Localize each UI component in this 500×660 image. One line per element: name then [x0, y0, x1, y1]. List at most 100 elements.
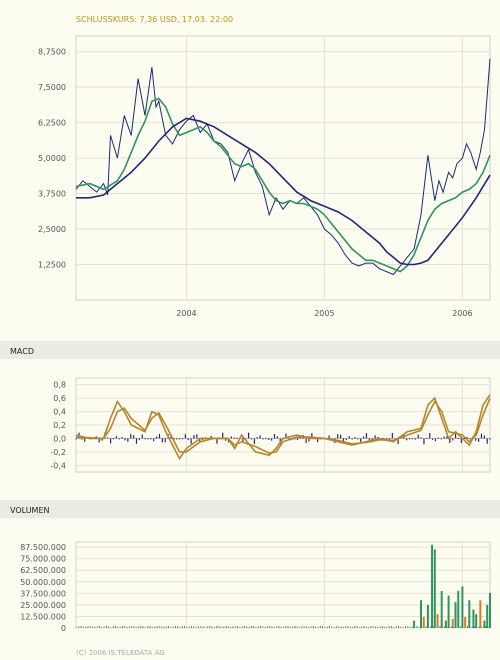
macd-histogram-bar	[147, 438, 149, 440]
volume-bar	[361, 626, 363, 628]
volume-bar	[400, 626, 402, 628]
volume-bar	[422, 616, 425, 628]
volume-bar	[294, 625, 296, 628]
macd-histogram-bar	[434, 438, 437, 442]
y-tick-label: 25.000.000	[20, 601, 66, 610]
volume-bar	[317, 626, 319, 628]
volume-bar	[211, 626, 213, 628]
volume-bar	[207, 626, 209, 628]
volume-bar	[426, 604, 429, 628]
volume-bar	[243, 625, 245, 628]
volume-bar	[214, 626, 215, 628]
volume-bar	[227, 626, 229, 628]
macd-histogram-bar	[84, 438, 86, 442]
volume-bar	[283, 626, 284, 628]
volume-bar	[467, 625, 468, 628]
macd-histogram-bar	[164, 438, 166, 443]
macd-histogram-bar	[273, 434, 276, 439]
volume-bar	[388, 625, 390, 628]
volume-bar	[138, 626, 140, 628]
macd-histogram-bar	[455, 432, 457, 439]
volume-bar	[375, 626, 376, 628]
volume-bar	[154, 626, 156, 628]
macd-histogram-bar	[130, 434, 132, 439]
volume-bar	[94, 626, 96, 628]
volume-bar	[191, 625, 192, 628]
macd-histogram-bar	[351, 438, 353, 440]
macd-histogram-bar	[305, 438, 307, 443]
volume-bar	[395, 626, 397, 628]
volume-bar	[108, 626, 110, 628]
volume-bar	[461, 586, 464, 628]
volume-bar	[241, 626, 243, 628]
y-tick-label: 7,5000	[38, 83, 66, 92]
volume-bar	[103, 626, 105, 628]
volume-bar	[418, 626, 420, 628]
volume-bar	[430, 626, 432, 628]
volume-bar	[262, 626, 264, 628]
macd-histogram-bar	[460, 438, 462, 444]
macd-header-band	[0, 341, 500, 359]
macd-histogram-bar	[138, 438, 140, 440]
macd-histogram-bar	[265, 438, 267, 440]
macd-histogram-bar	[397, 438, 399, 445]
volume-bar	[158, 626, 160, 628]
volume-bar	[365, 626, 367, 628]
macd-histogram-bar	[115, 436, 117, 439]
volume-bar	[237, 626, 238, 628]
volume-bar	[393, 627, 395, 628]
macd-histogram-bar	[170, 436, 172, 439]
volume-bar	[253, 626, 255, 628]
volume-bar	[234, 625, 236, 628]
volume-bar	[478, 626, 480, 628]
macd-histogram-bar	[262, 438, 264, 440]
volume-bar	[230, 627, 232, 628]
volume-bar	[420, 600, 422, 628]
macd-histogram-bar	[230, 436, 232, 439]
macd-histogram-bar	[423, 438, 425, 445]
volume-bar	[402, 627, 404, 628]
volume-bar	[101, 627, 103, 628]
volume-bar	[181, 626, 183, 628]
volume-bar	[269, 625, 271, 628]
volume-bar	[431, 544, 434, 628]
macd-histogram-bar	[417, 434, 419, 439]
volume-bar	[363, 625, 365, 628]
macd-histogram-bar	[190, 438, 192, 444]
macd-histogram-bar	[348, 436, 350, 439]
volume-bar	[372, 625, 374, 628]
volume-bar	[76, 627, 77, 628]
macd-histogram-bar	[463, 437, 465, 439]
macd-histogram-bar	[363, 436, 365, 439]
y-tick-label: 0,8	[53, 381, 66, 390]
macd-histogram-bar	[187, 438, 189, 441]
macd-histogram-bar	[478, 438, 480, 442]
volume-bar	[197, 626, 199, 628]
macd-histogram-bar	[409, 438, 411, 440]
volume-bar	[184, 625, 186, 628]
volume-bar	[444, 626, 445, 628]
volume-bar	[156, 626, 158, 628]
volume-bar	[87, 626, 89, 628]
volume-bar	[439, 626, 441, 628]
volume-bar	[89, 625, 91, 628]
macd-histogram-bar	[357, 438, 359, 440]
x-tick-label: 2006	[452, 309, 472, 318]
macd-histogram-bar	[127, 438, 129, 442]
volume-bar	[248, 626, 250, 628]
volume-bar	[342, 626, 344, 628]
macd-histogram-bar	[156, 436, 158, 439]
macd-histogram-bar	[466, 436, 468, 439]
volume-header-band	[0, 500, 500, 518]
volume-bar	[188, 626, 190, 628]
volume-bar	[398, 625, 399, 628]
volume-bar	[161, 626, 163, 628]
volume-bar	[112, 626, 114, 628]
volume-bar	[149, 625, 151, 628]
macd-histogram-bar	[233, 437, 235, 439]
volume-bar	[379, 626, 381, 628]
volume-bar	[335, 626, 337, 628]
macd-histogram-bar	[457, 437, 460, 439]
volume-bar	[425, 626, 427, 628]
y-tick-label: 3,7500	[38, 190, 66, 199]
